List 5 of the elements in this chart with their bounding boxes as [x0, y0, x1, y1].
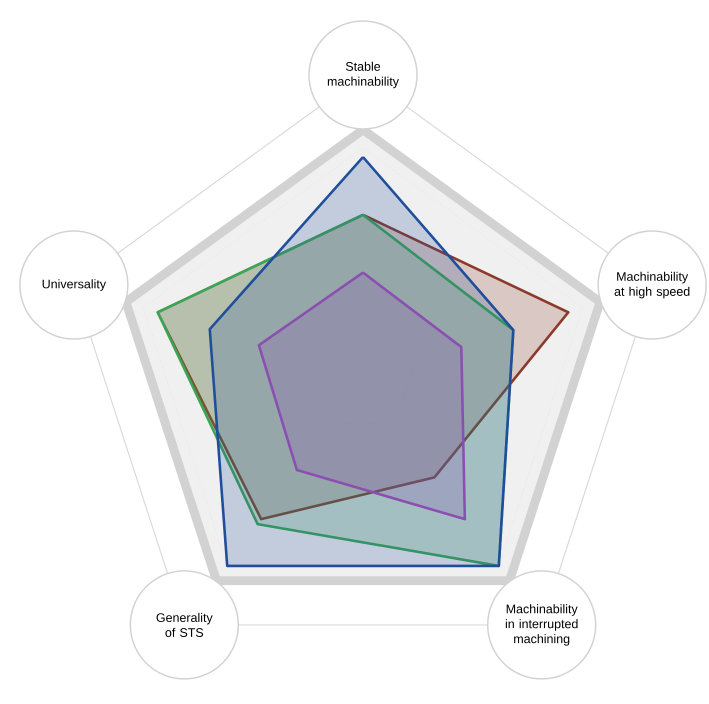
- spoke-label: Universality: [42, 279, 106, 291]
- spoke-label: Generality of STS: [156, 612, 213, 637]
- spoke-label: Machinability in interrupted machining: [506, 604, 578, 646]
- spoke-label: Stable machinability: [328, 62, 399, 88]
- spoke-label: Machinability at high speed: [614, 272, 690, 298]
